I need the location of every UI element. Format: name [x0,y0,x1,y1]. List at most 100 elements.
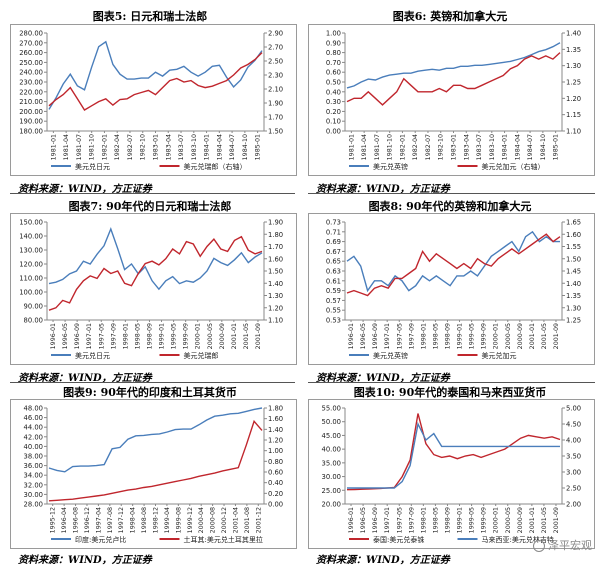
y-tick-label: 230.00 [19,79,43,87]
series-line [48,419,263,502]
y-tick-label: 0.00 [326,128,341,136]
y2-tick-label: 2.00 [566,501,581,509]
y-tick-label: 0.90 [326,39,341,47]
source-note: 资料来源：WIND，方正证券 [316,373,450,384]
y-tick-label: 240.00 [19,69,43,77]
x-tick-label: 2001-09 [255,323,262,349]
series-line [48,407,263,473]
y-tick-label: 100.00 [19,289,43,297]
x-tick-label: 1997-09 [110,323,117,349]
y-tick-label: 50.00 [322,418,341,426]
series-line [346,233,561,297]
series-line [346,230,560,293]
y2-tick-label: 1.40 [566,30,581,38]
y-tick-label: 0.67 [326,248,341,256]
series-line [48,235,263,311]
y2-tick-label: 1.50 [268,268,283,276]
y-tick-label: 45.00 [322,432,341,440]
y2-tick-label: 1.20 [566,95,581,103]
divider-line [308,382,595,383]
y-tick-label: 0.30 [326,98,341,106]
y2-tick-label: 0.80 [268,458,283,466]
x-tick-label: 1997-01 [86,323,93,349]
y-tick-label: 260.00 [19,49,43,57]
legend-label: 美元兑瑞郎 [184,351,219,360]
x-tick-label: 2000-01 [195,323,202,349]
x-tick-label: 1982-04 [114,134,121,160]
x-tick-label: 1982-07 [127,134,134,160]
y-tick-label: 80.00 [24,317,43,325]
x-tick-label: 1999-05 [469,507,476,533]
chart-title: 图表10: 90年代的泰国和马来西亚货币 [353,386,547,399]
x-tick-label: 1982-10 [438,134,445,160]
y-tick-label: 180.00 [19,128,43,136]
x-tick-label: 1998-12 [153,507,160,533]
x-tick-label: 2000-12 [221,507,228,533]
x-tick-label: 1981-01 [348,134,355,160]
x-tick-label: 1997-12 [118,507,125,533]
source-note: 资料来源：WIND，方正证券 [18,184,152,195]
x-tick-label: 1998-05 [432,323,439,349]
y2-tick-label: 1.80 [268,405,283,413]
y2-tick-label: 2.50 [566,485,581,493]
x-tick-label: 1981-10 [387,134,394,160]
legend-label: 美元兑加元（右轴） [482,162,545,171]
legend-label: 土耳其:美元兑土耳其里拉 [184,535,263,544]
legend-label: 美元兑瑞郎（右轴） [184,162,247,171]
y2-tick-label: 2.50 [268,58,283,66]
x-tick-label: 1997-05 [396,507,403,533]
x-tick-label: 2001-05 [541,323,548,349]
y2-tick-label: 1.40 [268,426,283,434]
x-tick-label: 1998-01 [122,323,129,349]
divider-line [10,193,295,194]
x-tick-label: 1998-04 [130,507,137,533]
series-line [48,40,263,110]
x-tick-label: 1998-09 [444,323,451,349]
series-line [347,421,560,489]
x-tick-label: 1983-07 [178,134,185,160]
line-chart: 0.00 0.10 0.20 0.30 0.400.50 0.60 0.70 0.80 0.90… [326,30,581,172]
legend-label: 美元兑日元 [75,162,110,171]
y2-tick-label: 4.00 [566,437,581,445]
y-tick-label: 20.00 [322,501,341,509]
x-tick-label: 2000-05 [505,507,512,533]
y2-tick-label: 1.40 [566,280,581,288]
y2-tick-label: 1.60 [268,415,283,423]
y-tick-label: 90.00 [24,303,43,311]
x-tick-label: 1997-08 [107,507,114,533]
y2-tick-label: 1.70 [268,243,283,251]
y2-tick-label: 1.10 [268,317,283,325]
x-tick-label: 2001-08 [244,507,251,533]
y-tick-label: 35.00 [322,459,341,467]
y-tick-label: 280.00 [19,30,43,38]
x-tick-label: 1983-01 [451,134,458,160]
x-tick-label: 1982-10 [140,134,147,160]
x-tick-label: 2000-05 [207,323,214,349]
y-tick-label: 28.00 [24,501,43,509]
wechat-icon [533,540,545,552]
x-tick-label: 1984-10 [540,134,547,160]
line-chart: 80.00 90.00 100.00 110.00 120.00 130.00 140.00… [19,219,283,361]
line-chart: 20.00 25.00 30.00 35.00 40.00 45.00 50.00 55.00… [322,405,582,545]
x-tick-label: 1984-01 [502,134,509,160]
source-note: 资料来源：WIND，方正证券 [316,555,450,566]
x-tick-label: 1984-07 [527,134,534,160]
watermark: 泽平宏观 [533,537,592,553]
y2-tick-label: 1.15 [566,111,581,119]
y2-tick-label: 1.20 [268,437,283,445]
y2-tick-label: 1.20 [268,304,283,312]
y-tick-label: 0.53 [326,317,341,325]
source-note: 资料来源：WIND，方正证券 [316,184,450,195]
y2-tick-label: 1.00 [268,447,283,455]
y2-tick-label: 1.50 [268,128,283,136]
x-tick-label: 1983-07 [476,134,483,160]
y-tick-label: 34.00 [24,472,43,480]
y-tick-label: 0.10 [326,118,341,126]
x-tick-label: 1982-04 [412,134,419,160]
x-tick-label: 2001-04 [232,507,239,533]
x-tick-label: 1996-09 [372,323,379,349]
y-tick-label: 1.00 [326,30,341,38]
y-tick-label: 42.00 [24,433,43,441]
x-tick-label: 1999-09 [481,323,488,349]
